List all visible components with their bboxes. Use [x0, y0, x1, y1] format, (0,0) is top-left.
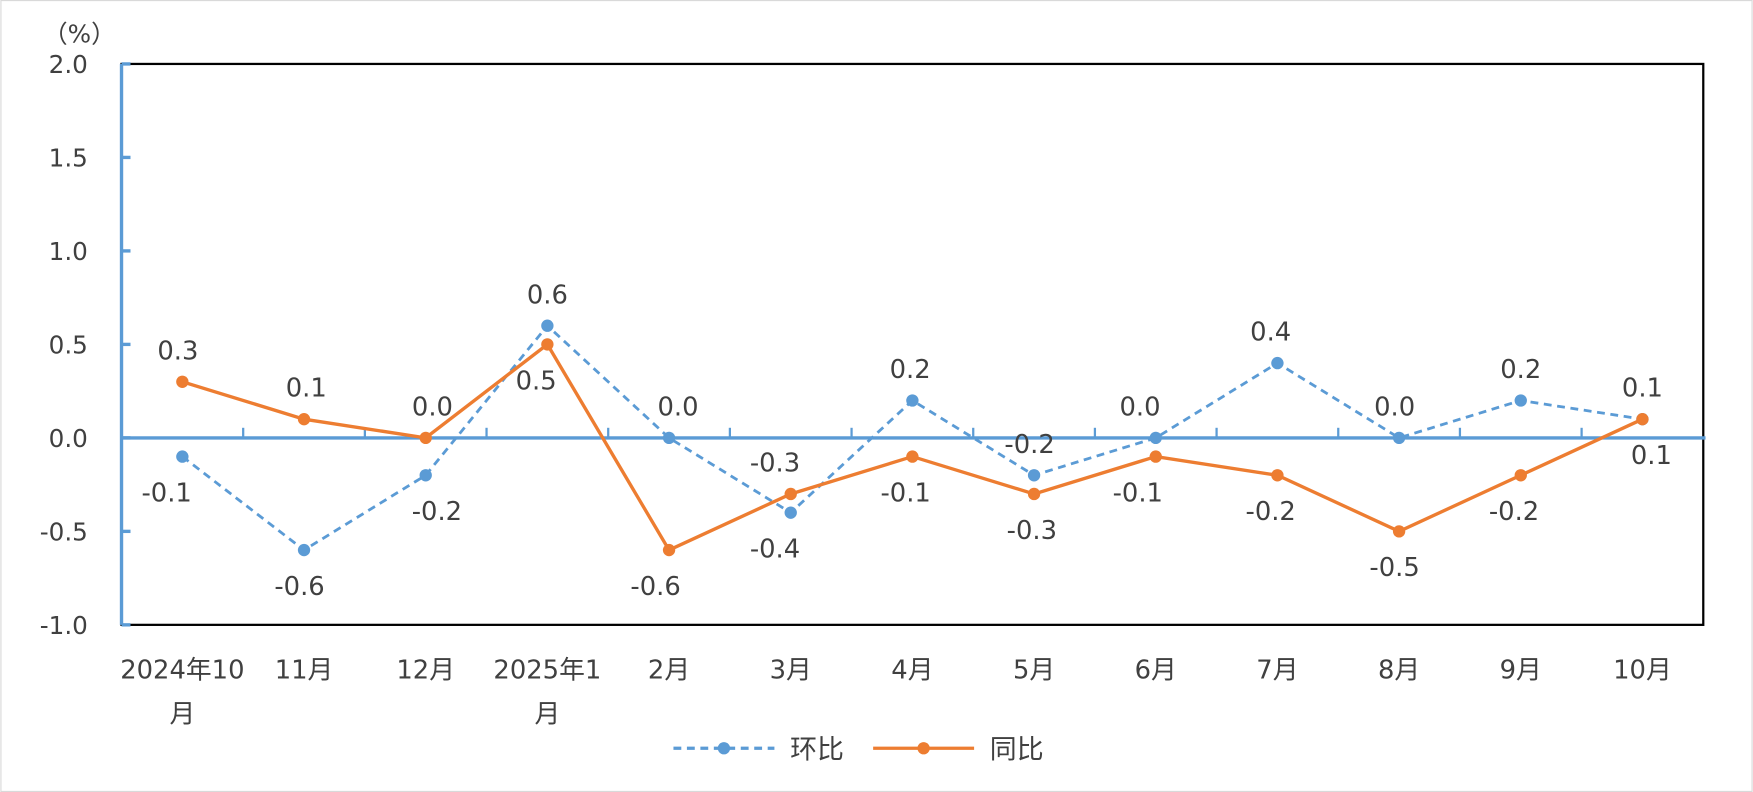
- y-tick-label: 0.5: [49, 330, 88, 359]
- x-tick-label: 6月: [1135, 656, 1177, 686]
- x-tick-label: 11月: [275, 656, 334, 686]
- data-point: [1392, 525, 1406, 538]
- x-tick-label: 12月: [396, 656, 455, 686]
- data-point: [297, 543, 311, 557]
- data-label: 0.1: [1631, 441, 1672, 471]
- y-tick-label: 1.0: [49, 237, 88, 266]
- y-tick-label: -0.5: [40, 517, 88, 546]
- data-point: [784, 487, 797, 501]
- data-label: 0.0: [1120, 392, 1161, 422]
- data-point: [1027, 469, 1041, 482]
- x-tick-label: 月: [169, 699, 195, 729]
- data-label: -0.2: [1489, 497, 1539, 527]
- data-point: [1271, 469, 1284, 482]
- data-label: -0.5: [1369, 553, 1419, 583]
- data-point: [297, 413, 311, 426]
- data-point: [1027, 487, 1041, 501]
- data-point: [906, 394, 919, 407]
- data-point: [541, 319, 554, 332]
- legend-swatch-marker: [917, 742, 930, 755]
- legend-label: 同比: [990, 734, 1044, 765]
- data-labels: -0.1 -0.6 -0.2 0.6 0.0 -0.4 0.2 -0.2 0.0 0.4 0.0 0.…: [141, 280, 1671, 602]
- data-point: [1392, 431, 1406, 445]
- data-label: -0.1: [141, 478, 191, 508]
- y-tick-label: 0.0: [49, 424, 88, 453]
- data-label: 0.2: [890, 355, 931, 385]
- data-point: [1271, 356, 1284, 370]
- x-tick-label: 3月: [770, 656, 812, 686]
- data-label: -0.4: [750, 535, 800, 565]
- y-tick-label: 1.5: [49, 143, 88, 172]
- y-tick-label: -1.0: [40, 611, 88, 640]
- data-label: 0.1: [286, 374, 327, 404]
- x-axis: 2024年10 月 11月 12月 2025年1 月 2月 3月 4月 5月 6月 7月 8月 9月 10月: [120, 427, 1706, 729]
- data-label: 0.0: [658, 392, 699, 422]
- data-label: 0.4: [1250, 318, 1291, 348]
- data-point: [1514, 469, 1527, 482]
- x-tick-label: 2025年1: [493, 656, 601, 686]
- data-point: [1149, 450, 1162, 463]
- data-point: [1149, 431, 1162, 445]
- y-axis: 2.0 1.5 1.0 0.5 0.0 -0.5 -1.0: [40, 50, 131, 640]
- x-tick-label: 10月: [1613, 656, 1672, 686]
- data-label: 0.0: [1374, 392, 1415, 422]
- data-point: [176, 375, 189, 388]
- x-tick-label: 8月: [1378, 656, 1420, 686]
- x-tick-label: 9月: [1500, 656, 1542, 686]
- data-label: -0.3: [750, 449, 800, 479]
- data-label: -0.2: [1004, 430, 1054, 460]
- data-point: [662, 431, 676, 445]
- x-tick-label: 4月: [891, 656, 933, 686]
- series-group: [176, 319, 1649, 557]
- data-point: [176, 450, 189, 463]
- x-tick-label: 2月: [648, 656, 690, 686]
- legend: 环比 同比: [673, 734, 1044, 765]
- data-label: 0.0: [412, 392, 453, 422]
- data-point: [419, 469, 432, 482]
- x-tick-label: 5月: [1013, 656, 1055, 686]
- data-point: [662, 543, 676, 557]
- data-point: [906, 450, 919, 463]
- y-unit-label: （%）: [43, 20, 116, 49]
- data-label: -0.6: [630, 572, 680, 602]
- y-tick-label: 2.0: [49, 50, 88, 79]
- data-point: [541, 338, 554, 351]
- data-point: [419, 431, 432, 445]
- data-label: 0.1: [1622, 374, 1663, 404]
- data-label: 0.2: [1500, 355, 1541, 385]
- data-point: [1514, 394, 1527, 407]
- data-label: -0.3: [1007, 516, 1057, 546]
- data-label: 0.5: [516, 366, 557, 396]
- legend-label: 环比: [790, 734, 844, 765]
- x-tick-label: 2024年10: [120, 656, 244, 686]
- data-label: 0.6: [527, 280, 568, 310]
- data-label: -0.6: [274, 572, 324, 602]
- data-label: -0.1: [1113, 478, 1163, 508]
- data-label: -0.2: [412, 497, 462, 527]
- data-point: [784, 506, 797, 519]
- x-tick-label: 月: [534, 699, 560, 729]
- legend-swatch-marker: [717, 742, 731, 755]
- data-label: -0.2: [1246, 497, 1296, 527]
- data-label: -0.1: [880, 478, 930, 508]
- data-label: 0.3: [157, 336, 198, 366]
- data-point: [1636, 413, 1649, 426]
- x-tick-label: 7月: [1256, 656, 1298, 686]
